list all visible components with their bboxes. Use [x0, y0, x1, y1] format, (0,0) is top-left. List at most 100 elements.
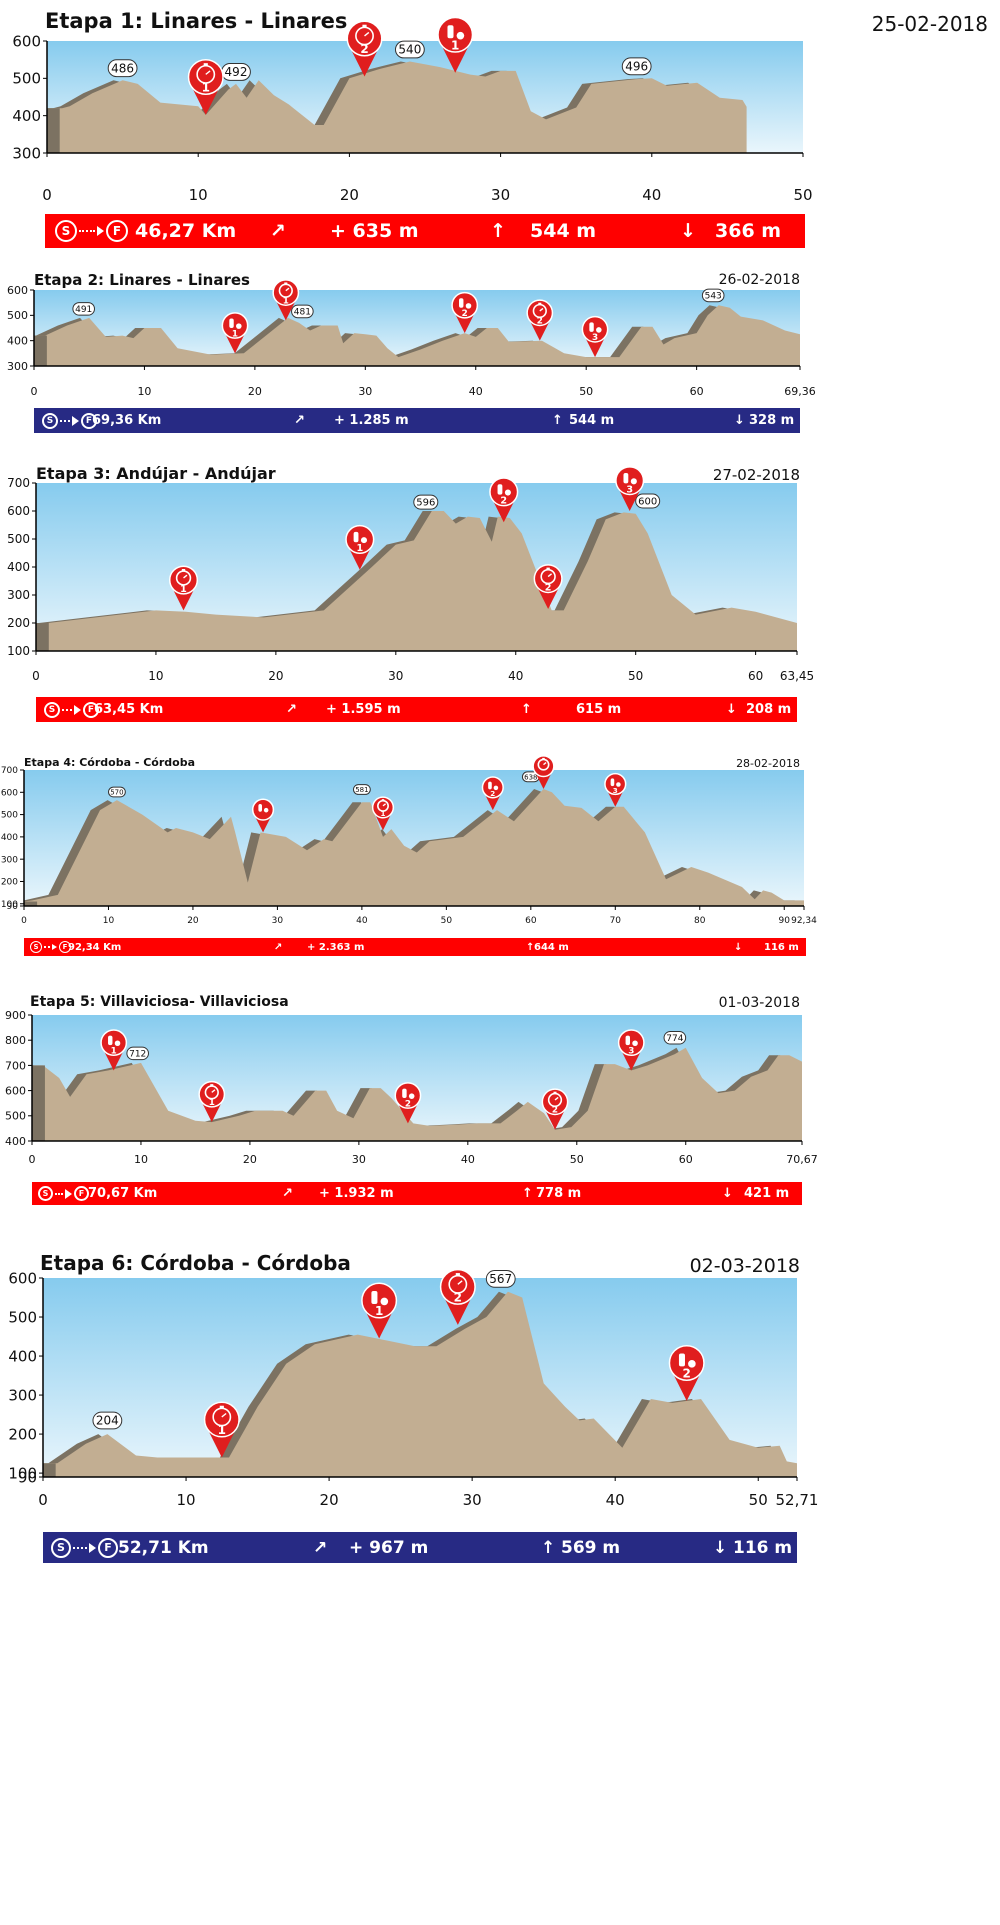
svg-text:491: 491	[75, 305, 92, 315]
ascent-icon: ↗	[286, 702, 297, 717]
peak-label: 567	[485, 1269, 516, 1288]
svg-text:581: 581	[355, 786, 368, 794]
ascent-value: + 1.285 m	[334, 413, 409, 428]
svg-text:2: 2	[490, 789, 495, 798]
up-arrow-icon: ↑	[521, 702, 532, 717]
y-tick-label: 600	[7, 504, 30, 518]
y-tick-label: 600	[1, 788, 18, 798]
up-arrow-icon: ↑	[541, 1537, 556, 1558]
up-arrow-icon: ↑	[490, 220, 506, 242]
svg-text:1: 1	[111, 1046, 117, 1056]
supply-marker-icon: 2	[451, 291, 479, 334]
ascent-icon: ↗	[294, 413, 305, 428]
stage-5: Etapa 5: Villaviciosa- Villaviciosa 01-0…	[5, 994, 818, 1205]
x-tick-label: 63,45	[780, 669, 814, 683]
start-wall	[32, 1065, 45, 1141]
min-altitude-value: 208 m	[746, 702, 792, 717]
y-tick-label: 200	[8, 1425, 37, 1443]
svg-text:1: 1	[375, 1304, 383, 1318]
peak-label: 486	[107, 59, 138, 78]
x-tick-label: 90	[779, 916, 791, 926]
svg-text:3: 3	[628, 1046, 634, 1056]
svg-text:3: 3	[613, 786, 618, 795]
supply-marker-icon: 1	[100, 1029, 128, 1071]
profile-area	[47, 61, 747, 153]
timer-marker-icon: 2	[439, 1268, 476, 1325]
x-tick-label: 20	[340, 186, 359, 204]
svg-text:1: 1	[356, 543, 363, 554]
start-wall	[47, 108, 60, 153]
x-tick-label: 20	[248, 385, 262, 398]
y-tick-label: 200	[7, 616, 30, 630]
distance-value: 69,36 Km	[92, 413, 162, 428]
y-tick-label: 600	[8, 1269, 37, 1287]
supply-marker-icon	[251, 798, 275, 833]
start-wall	[34, 335, 47, 366]
supply-marker-icon: 3	[581, 315, 609, 358]
stage-title: Etapa 3: Andújar - Andújar	[36, 464, 276, 483]
x-tick-label: 50	[441, 916, 453, 926]
stage-date: 27-02-2018	[712, 466, 800, 484]
svg-text:2: 2	[405, 1099, 411, 1109]
svg-text:543: 543	[705, 292, 722, 302]
x-tick-label: 10	[103, 916, 115, 926]
down-arrow-icon: ↓	[713, 1537, 728, 1558]
x-tick-label: 50	[570, 1153, 584, 1166]
distance-value: 46,27 Km	[135, 220, 237, 242]
x-tick-label: 30	[352, 1153, 366, 1166]
supply-marker-icon: 2	[481, 776, 504, 811]
x-tick-label: 30	[358, 385, 372, 398]
x-tick-label: 20	[187, 916, 199, 926]
x-tick-label: 0	[31, 385, 38, 398]
y-tick-label: 700	[5, 1059, 26, 1072]
svg-text:2: 2	[537, 317, 543, 327]
x-tick-label: 0	[29, 1153, 36, 1166]
min-altitude-value: 116 m	[733, 1537, 793, 1558]
stage-date: 25-02-2018	[871, 12, 988, 36]
x-tick-label: 40	[508, 669, 523, 683]
stage-date: 28-02-2018	[736, 757, 800, 770]
ascent-icon: ↗	[282, 1186, 293, 1201]
min-altitude-value: 116 m	[764, 941, 799, 953]
supply-marker-icon: 3	[617, 1029, 645, 1071]
x-tick-label: 0	[42, 186, 52, 204]
peak-label: 481	[291, 304, 314, 319]
svg-text:1: 1	[218, 1423, 226, 1437]
up-arrow-icon: ↑	[526, 941, 535, 953]
y-tick-label: 900	[5, 1009, 26, 1022]
elevation-profile: 300 400 500 600 0 10 20 30 40 50 486 492 540 496 1 2 1	[12, 16, 813, 204]
profile-area	[43, 1291, 797, 1477]
svg-text:1: 1	[232, 329, 238, 339]
x-tick-label: 10	[176, 1491, 195, 1509]
start-wall	[36, 623, 49, 651]
ascent-icon: ↗	[274, 941, 283, 953]
y-tick-label: 600	[12, 32, 41, 50]
x-tick-label: 30	[463, 1491, 482, 1509]
svg-text:2: 2	[360, 42, 368, 56]
x-tick-label: 70	[610, 916, 622, 926]
y-tick-label: 500	[7, 309, 28, 322]
down-arrow-icon: ↓	[734, 941, 743, 953]
timer-marker-icon: 1	[371, 796, 395, 831]
min-altitude-value: 366 m	[715, 220, 782, 242]
y-tick-label: 500	[5, 1110, 26, 1123]
y-tick-label: 700	[7, 476, 30, 490]
svg-text:486: 486	[111, 61, 134, 75]
ascent-icon: ↗	[270, 220, 286, 242]
ascent-value: + 967 m	[349, 1537, 429, 1558]
x-tick-label: 50	[793, 186, 812, 204]
x-tick-label: 0	[32, 669, 40, 683]
peak-label: 543	[701, 288, 725, 303]
ascent-value: + 1.595 m	[326, 702, 401, 717]
x-tick-label: 70,67	[786, 1153, 818, 1166]
supply-marker-icon: 1	[345, 524, 375, 570]
max-altitude-value: 569 m	[561, 1537, 621, 1558]
ascent-value: + 2.363 m	[307, 941, 365, 953]
svg-text:1: 1	[202, 81, 210, 95]
peak-label: 204	[92, 1411, 123, 1430]
